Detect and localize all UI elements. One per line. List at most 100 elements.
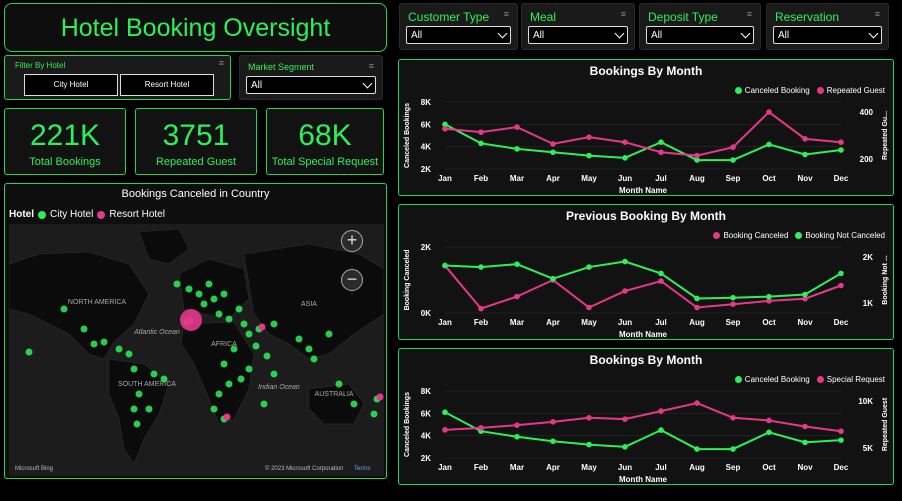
map-bubble-city[interactable] bbox=[216, 391, 223, 398]
data-point[interactable] bbox=[586, 415, 592, 421]
map-bubble-city[interactable] bbox=[61, 306, 68, 313]
data-point[interactable] bbox=[766, 109, 772, 115]
map-bubble-city[interactable] bbox=[246, 366, 253, 373]
map-bubble-city[interactable] bbox=[311, 356, 318, 363]
data-point[interactable] bbox=[802, 136, 808, 142]
map-bubble-city[interactable] bbox=[134, 421, 141, 428]
map-bubble-city[interactable] bbox=[161, 376, 168, 383]
map-bubble-resort[interactable] bbox=[377, 394, 384, 401]
data-point[interactable] bbox=[766, 142, 772, 148]
data-point[interactable] bbox=[694, 153, 700, 159]
map-bubble-city[interactable] bbox=[174, 281, 181, 288]
map-bubble-city[interactable] bbox=[206, 281, 213, 288]
map-bubble-city[interactable] bbox=[226, 316, 233, 323]
data-point[interactable] bbox=[622, 288, 628, 294]
data-point[interactable] bbox=[478, 141, 484, 147]
data-point[interactable] bbox=[838, 139, 844, 145]
map-bubble-city[interactable] bbox=[216, 311, 223, 318]
map-bubble-city[interactable] bbox=[221, 291, 228, 298]
map-bubble-resort[interactable] bbox=[259, 324, 266, 331]
terms-link[interactable]: Terms bbox=[354, 466, 370, 472]
map-bubble-city[interactable] bbox=[296, 336, 303, 343]
data-point[interactable] bbox=[478, 306, 484, 312]
data-point[interactable] bbox=[694, 305, 700, 311]
legend-resort-hotel[interactable]: Resort Hotel bbox=[109, 209, 165, 220]
data-point[interactable] bbox=[838, 428, 844, 434]
map-bubble-city[interactable] bbox=[253, 343, 260, 350]
map-bubble-city[interactable] bbox=[236, 306, 243, 313]
series-line[interactable] bbox=[445, 262, 841, 299]
map-bubble-city[interactable] bbox=[131, 406, 138, 413]
data-point[interactable] bbox=[802, 440, 808, 446]
more-options-icon[interactable]: ≡ bbox=[621, 9, 626, 19]
data-point[interactable] bbox=[802, 152, 808, 158]
map-bubble-city[interactable] bbox=[231, 346, 238, 353]
data-point[interactable] bbox=[586, 264, 592, 270]
data-point[interactable] bbox=[514, 146, 520, 152]
data-point[interactable] bbox=[586, 442, 592, 448]
map-bubble-city[interactable] bbox=[131, 366, 138, 373]
slicer-market-segment[interactable]: Market Segment ≡ All bbox=[239, 55, 383, 100]
map-bubble-city[interactable] bbox=[264, 353, 271, 360]
slicer-deposit-type[interactable]: Deposit Type ≡ All bbox=[639, 3, 761, 50]
more-options-icon[interactable]: ≡ bbox=[747, 9, 752, 19]
data-point[interactable] bbox=[658, 139, 664, 145]
data-point[interactable] bbox=[694, 296, 700, 302]
line-chart[interactable]: 8K 6K 4K 2K 10K 5K Jan Feb Mar Apr May Jun Jul Aug Sep… bbox=[399, 349, 895, 486]
data-point[interactable] bbox=[550, 276, 556, 282]
data-point[interactable] bbox=[550, 419, 556, 425]
series-line[interactable] bbox=[445, 266, 841, 309]
more-options-icon[interactable]: ≡ bbox=[219, 58, 224, 68]
data-point[interactable] bbox=[478, 264, 484, 270]
map-bubble-city[interactable] bbox=[226, 381, 233, 388]
line-chart[interactable]: 2K0K2K1KJan Feb Mar Apr May Jun Jul Aug Sep Oct No… bbox=[399, 205, 895, 341]
slicer-meal[interactable]: Meal ≡ All bbox=[521, 3, 635, 50]
data-point[interactable] bbox=[802, 424, 808, 430]
data-point[interactable] bbox=[514, 434, 520, 440]
data-point[interactable] bbox=[658, 278, 664, 284]
more-options-icon[interactable]: ≡ bbox=[504, 9, 509, 19]
deposit-type-dropdown[interactable]: All bbox=[646, 26, 754, 44]
data-point[interactable] bbox=[622, 155, 628, 161]
data-point[interactable] bbox=[514, 124, 520, 130]
zoom-out-button[interactable]: − bbox=[341, 269, 363, 291]
data-point[interactable] bbox=[550, 149, 556, 155]
data-point[interactable] bbox=[478, 425, 484, 431]
map-bubble-city[interactable] bbox=[116, 346, 123, 353]
meal-dropdown[interactable]: All bbox=[528, 26, 628, 44]
data-point[interactable] bbox=[622, 444, 628, 450]
map-bubble-city[interactable] bbox=[136, 391, 143, 398]
map-bubble-city[interactable] bbox=[306, 346, 313, 353]
map-bubble-city[interactable] bbox=[201, 301, 208, 308]
customer-type-dropdown[interactable]: All bbox=[406, 26, 511, 44]
data-point[interactable] bbox=[694, 446, 700, 452]
data-point[interactable] bbox=[622, 416, 628, 422]
more-options-icon[interactable]: ≡ bbox=[875, 9, 880, 19]
reservation-dropdown[interactable]: All bbox=[773, 26, 882, 44]
map-bubble-city[interactable] bbox=[271, 321, 278, 328]
data-point[interactable] bbox=[622, 139, 628, 145]
data-point[interactable] bbox=[514, 294, 520, 300]
map-bubble-city[interactable] bbox=[241, 321, 248, 328]
map-bubble-city[interactable] bbox=[336, 381, 343, 388]
data-point[interactable] bbox=[730, 144, 736, 150]
data-point[interactable] bbox=[478, 129, 484, 135]
data-point[interactable] bbox=[838, 283, 844, 289]
data-point[interactable] bbox=[766, 418, 772, 424]
series-line[interactable] bbox=[445, 412, 841, 449]
data-point[interactable] bbox=[838, 271, 844, 277]
data-point[interactable] bbox=[694, 400, 700, 406]
data-point[interactable] bbox=[766, 430, 772, 436]
data-point[interactable] bbox=[838, 147, 844, 153]
map-bubble-city[interactable] bbox=[211, 406, 218, 413]
data-point[interactable] bbox=[730, 415, 736, 421]
data-point[interactable] bbox=[442, 409, 448, 415]
map-bubble-city[interactable] bbox=[81, 326, 88, 333]
resort-hotel-button[interactable]: Resort Hotel bbox=[120, 74, 214, 96]
data-point[interactable] bbox=[838, 437, 844, 443]
data-point[interactable] bbox=[550, 141, 556, 147]
map-bubble-city[interactable] bbox=[211, 296, 218, 303]
map-bubble-resort[interactable] bbox=[224, 414, 231, 421]
slicer-reservation[interactable]: Reservation ≡ All bbox=[766, 3, 889, 50]
line-chart[interactable]: 8K 6K 4K 2K 400 200 Jan Feb Mar Apr May Jun Jul Aug Se… bbox=[399, 60, 895, 197]
